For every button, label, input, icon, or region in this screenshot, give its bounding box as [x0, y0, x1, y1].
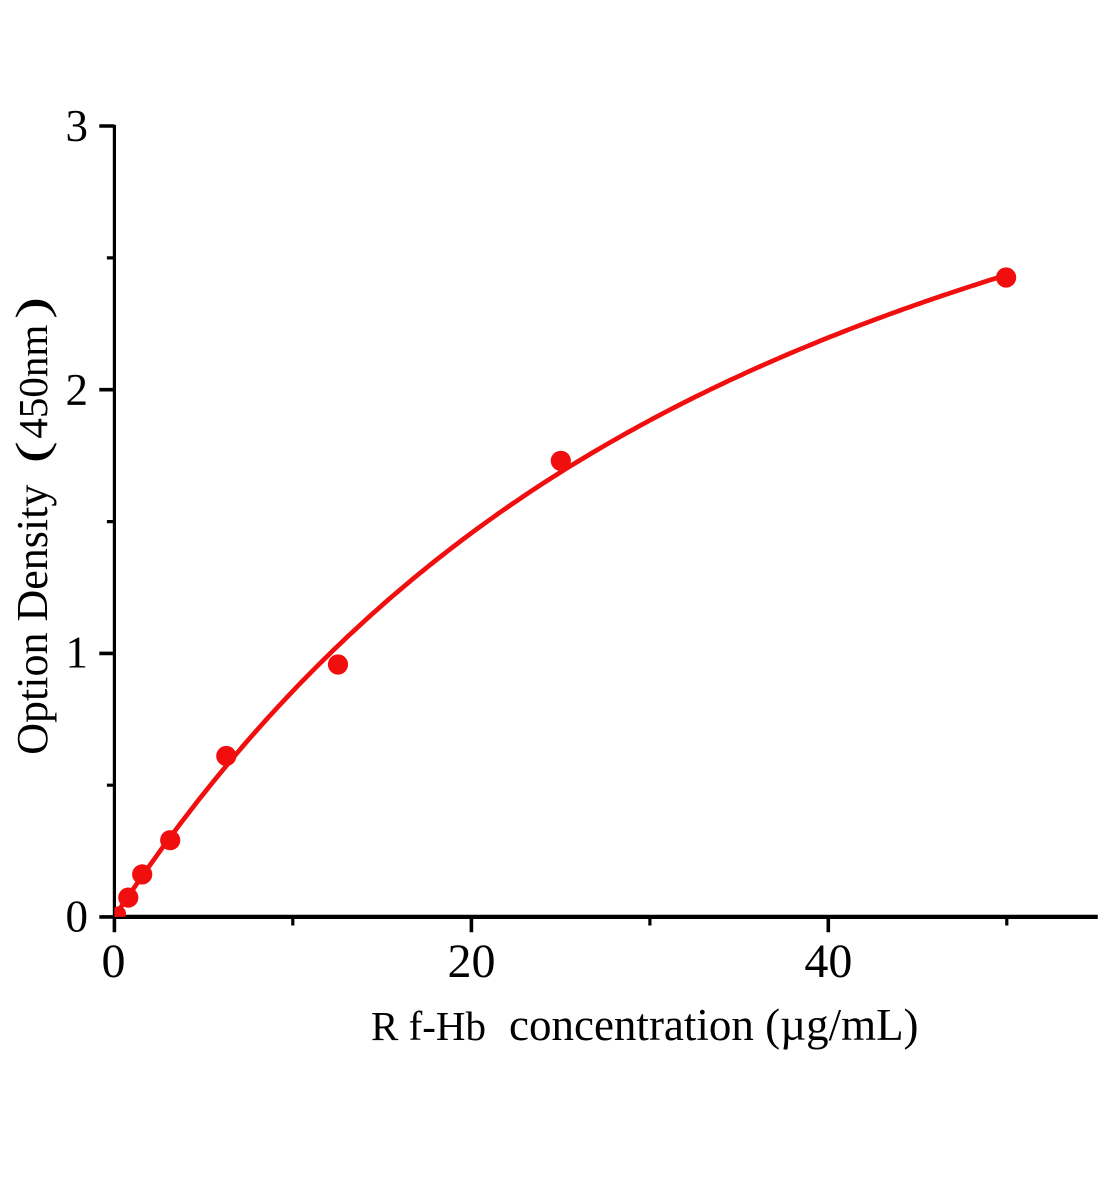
svg-text:40: 40 — [804, 935, 852, 988]
svg-text:20: 20 — [448, 935, 496, 988]
svg-text:Option Density450nm: Option Density450nm — [8, 325, 57, 755]
svg-text:): ) — [7, 297, 58, 319]
svg-text:(: ( — [7, 441, 58, 463]
svg-text:0: 0 — [102, 935, 126, 988]
svg-text:2: 2 — [66, 365, 89, 415]
svg-text:1: 1 — [66, 628, 89, 678]
svg-text:0: 0 — [66, 892, 89, 942]
svg-text:3: 3 — [66, 101, 89, 151]
